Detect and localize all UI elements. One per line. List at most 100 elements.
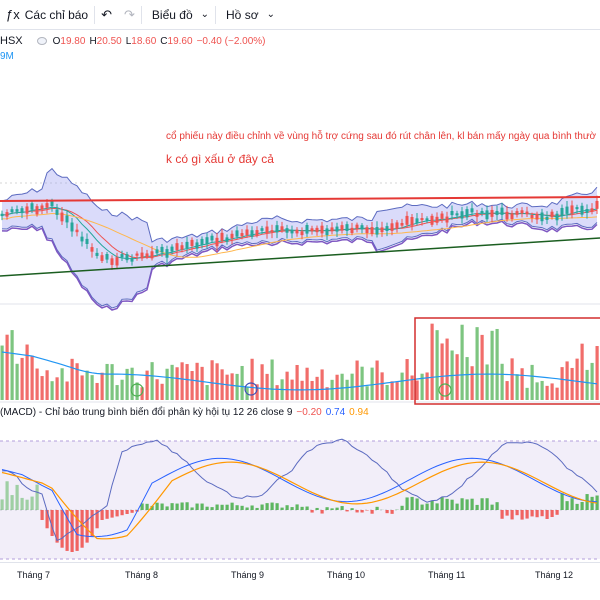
volume-bar bbox=[115, 385, 119, 400]
symbol-legend: HSX O 19.80 H 20.50 L 18.60 C 19.60 −0.40 (−… bbox=[0, 33, 266, 49]
volume-bar bbox=[490, 330, 494, 400]
volume-bar bbox=[100, 372, 104, 400]
time-axis[interactable]: Tháng 7 Tháng 8 Tháng 9 Tháng 10 Tháng 1… bbox=[0, 562, 600, 600]
macd-histogram-bar bbox=[85, 510, 89, 543]
macd-histogram-bar bbox=[120, 510, 124, 516]
candle-body bbox=[190, 239, 194, 246]
macd-histogram-bar bbox=[15, 484, 19, 510]
candle-body bbox=[435, 216, 439, 223]
volume-bar bbox=[545, 385, 549, 400]
macd-histogram-bar bbox=[385, 510, 389, 514]
candle-body bbox=[280, 226, 284, 231]
candle-body bbox=[500, 207, 504, 215]
volume-bar bbox=[70, 358, 74, 400]
macd-histogram-bar bbox=[220, 504, 224, 510]
candle-body bbox=[235, 230, 239, 237]
chevron-down-icon: ⌄ bbox=[200, 9, 210, 20]
macd-histogram-bar bbox=[515, 510, 519, 516]
volume-bar bbox=[385, 384, 389, 400]
macd-histogram-bar bbox=[40, 510, 44, 520]
candle-body bbox=[475, 213, 479, 217]
macd-histogram-bar bbox=[440, 497, 444, 510]
macd-histogram-bar bbox=[485, 498, 489, 510]
macd-histogram-bar bbox=[540, 510, 544, 517]
ohlc-close-prefix: C bbox=[160, 35, 168, 47]
volume-bar bbox=[435, 330, 439, 400]
candle-body bbox=[545, 216, 549, 220]
candle-body bbox=[140, 252, 144, 259]
ohlc-high: 20.50 bbox=[96, 35, 122, 47]
macd-histogram-bar bbox=[305, 506, 309, 510]
annotation-text-line-2[interactable]: k có gì xấu ở đây cả bbox=[166, 152, 274, 166]
candle-body bbox=[260, 228, 264, 231]
macd-histogram-bar bbox=[400, 505, 404, 510]
macd-histogram-bar bbox=[320, 510, 324, 514]
volume-bar bbox=[255, 384, 259, 400]
macd-histogram-bar bbox=[215, 504, 219, 510]
candle-body bbox=[445, 216, 449, 223]
volume-bars bbox=[0, 323, 599, 400]
macd-title: (MACD) - Chỉ báo trung bình biến đổi phâ… bbox=[0, 406, 293, 418]
volume-bar bbox=[200, 366, 204, 400]
volume-marker-circle bbox=[130, 383, 144, 397]
volume-bar bbox=[20, 357, 24, 400]
macd-histogram-bar bbox=[265, 503, 269, 510]
volume-bar bbox=[160, 383, 164, 400]
macd-histogram-bar bbox=[510, 510, 514, 520]
macd-histogram-bar bbox=[425, 503, 429, 510]
candle-body bbox=[240, 233, 244, 237]
candle-body bbox=[90, 247, 94, 252]
volume-bar bbox=[320, 369, 324, 400]
volume-bar bbox=[340, 373, 344, 400]
macd-histogram-bar bbox=[375, 506, 379, 510]
indicators-button[interactable]: ƒx Các chỉ báo bbox=[0, 0, 94, 30]
candle-body bbox=[110, 258, 114, 265]
candle-body bbox=[425, 218, 429, 221]
macd-histogram-bar bbox=[285, 505, 289, 510]
candle-body bbox=[60, 212, 64, 222]
candle-body bbox=[345, 224, 349, 231]
bollinger-bands bbox=[1, 167, 598, 311]
volume-bar bbox=[470, 366, 474, 400]
macd-histogram-bar bbox=[50, 510, 54, 536]
candle-body bbox=[115, 257, 119, 266]
volume-bar bbox=[230, 373, 234, 400]
candle-body bbox=[550, 211, 554, 218]
macd-histogram-bar bbox=[130, 510, 134, 513]
macd-histogram-bar bbox=[390, 510, 394, 514]
candle-body bbox=[415, 218, 419, 224]
macd-histogram-bar bbox=[580, 501, 584, 510]
visibility-eye-icon[interactable] bbox=[36, 37, 47, 45]
macd-histogram-bar bbox=[480, 498, 484, 510]
volume-value: 9M bbox=[0, 51, 14, 62]
undo-button[interactable]: ↶ bbox=[95, 0, 118, 30]
candle-body bbox=[490, 209, 494, 217]
annotation-text-line-1[interactable]: cổ phiếu này điều chỉnh về vùng hỗ trợ c… bbox=[166, 131, 597, 142]
macd-histogram-bar bbox=[590, 496, 594, 510]
volume-bar bbox=[465, 357, 469, 400]
candle-body bbox=[430, 215, 434, 225]
volume-average-line bbox=[1, 351, 598, 391]
macd-histogram-bar bbox=[470, 498, 474, 510]
macd-histogram-bar bbox=[260, 504, 264, 510]
chart-menu-button[interactable]: Biểu đồ ⌄ bbox=[142, 0, 215, 30]
candle-body bbox=[85, 238, 89, 245]
candle-body bbox=[250, 230, 254, 237]
macd-histogram-bar bbox=[30, 496, 34, 510]
candle-body bbox=[495, 210, 499, 216]
volume-bar bbox=[315, 376, 319, 400]
price-chart-canvas[interactable] bbox=[0, 30, 600, 562]
redo-button[interactable]: ↷ bbox=[118, 0, 141, 30]
volume-bar bbox=[10, 330, 14, 400]
candle-body bbox=[295, 229, 299, 234]
ohlc-low: 18.60 bbox=[131, 35, 157, 47]
macd-k-line bbox=[1, 438, 598, 542]
volume-bar bbox=[510, 358, 514, 400]
candle-body bbox=[275, 225, 279, 233]
volume-bar bbox=[540, 380, 544, 400]
profile-menu-button[interactable]: Hồ sơ ⌄ bbox=[216, 0, 281, 30]
macd-histogram-bar bbox=[595, 495, 599, 510]
bollinger-lower-outer bbox=[1, 220, 598, 311]
candle-body bbox=[480, 211, 484, 214]
volume-bar bbox=[150, 362, 154, 400]
